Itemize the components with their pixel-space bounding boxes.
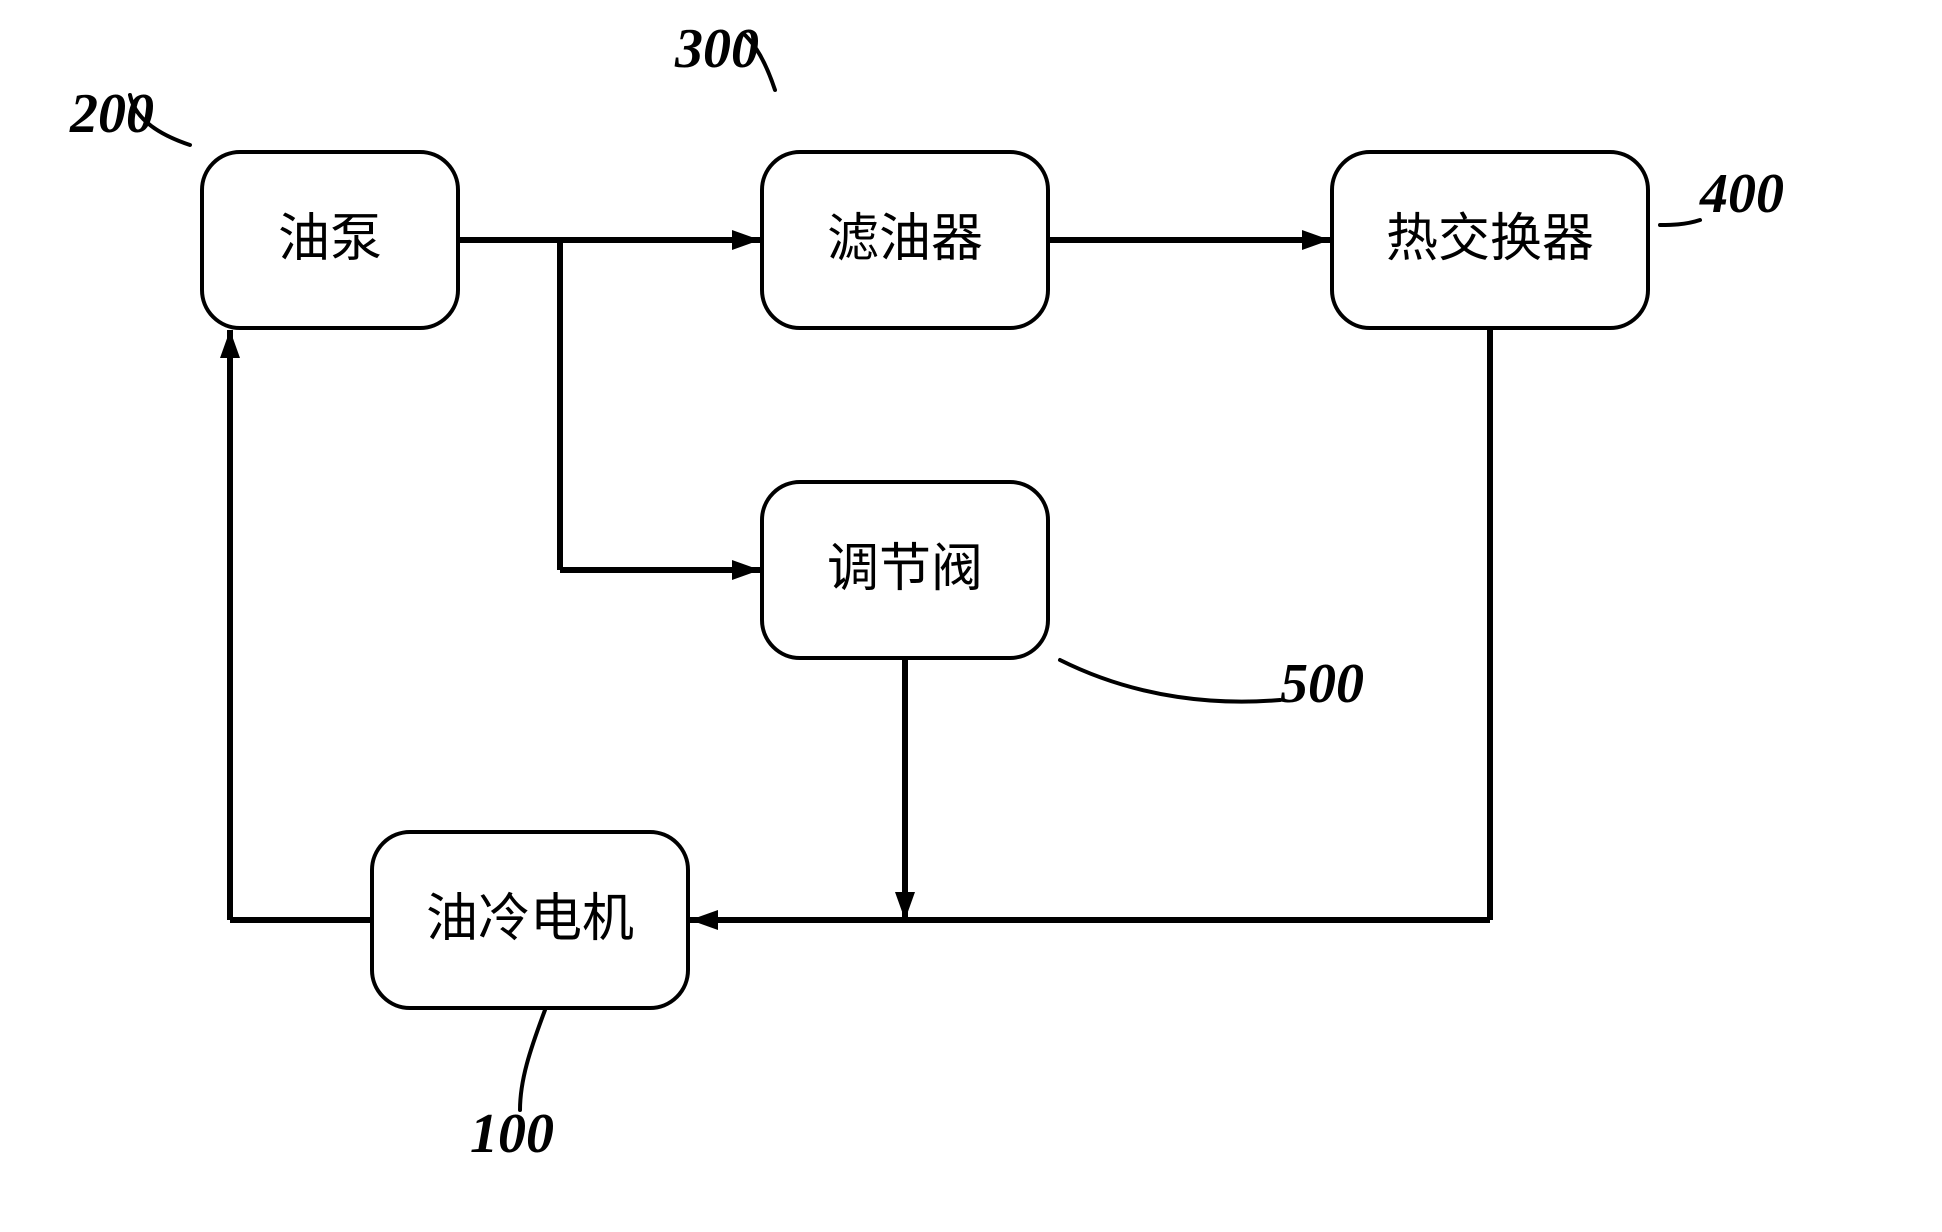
callout-300: 300 (675, 17, 759, 81)
callout-400: 400 (1700, 162, 1784, 226)
node-label: 油冷电机 (426, 894, 634, 946)
node-label: 调节阀 (827, 544, 983, 596)
diagram-canvas: 油泵 滤油器 热交换器 调节阀 油冷电机 200 300 400 500 100 (0, 0, 1942, 1232)
node-heat-exchanger: 热交换器 (1330, 150, 1650, 330)
callout-100: 100 (470, 1102, 554, 1166)
node-label: 滤油器 (827, 214, 983, 266)
node-oil-filter: 滤油器 (760, 150, 1050, 330)
node-label: 热交换器 (1386, 214, 1594, 266)
callout-500: 500 (1280, 652, 1364, 716)
node-label: 油泵 (278, 214, 382, 266)
node-regulating-valve: 调节阀 (760, 480, 1050, 660)
node-oil-pump: 油泵 (200, 150, 460, 330)
callout-200: 200 (70, 82, 154, 146)
node-oil-cooled-motor: 油冷电机 (370, 830, 690, 1010)
